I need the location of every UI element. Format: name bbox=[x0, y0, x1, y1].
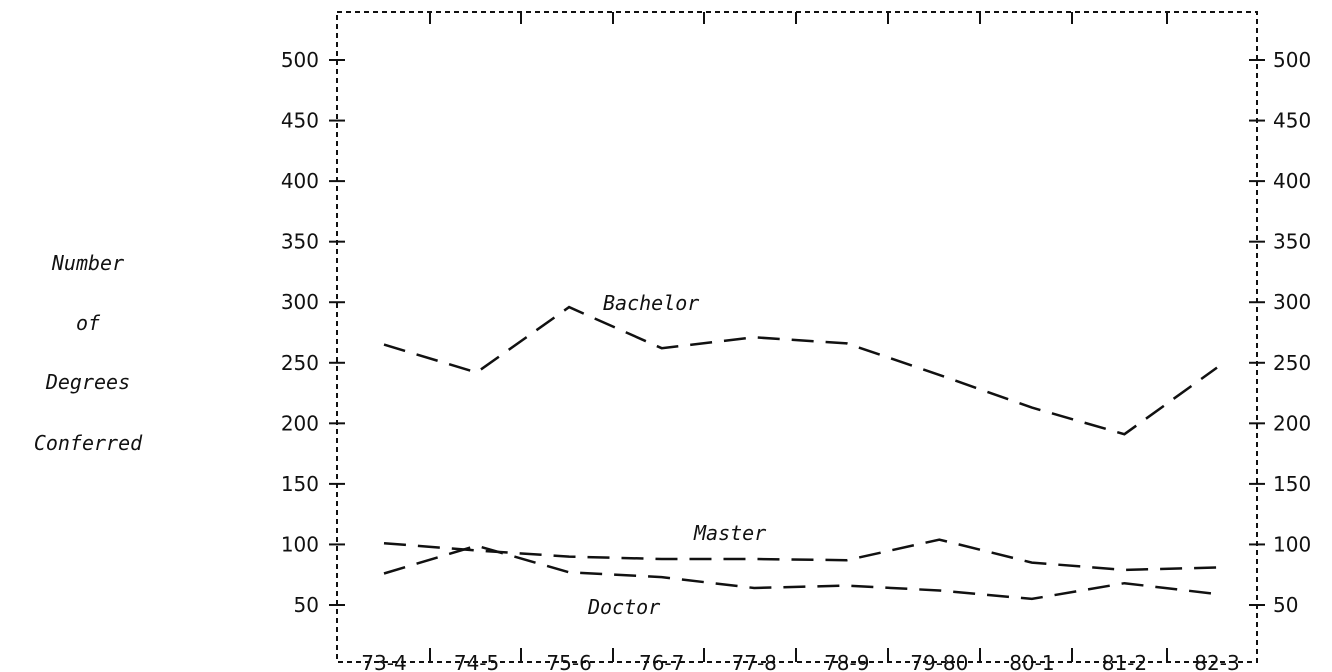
x-tick-label: 73-4 bbox=[361, 651, 406, 672]
right-y-tick-label: 500 bbox=[1273, 48, 1311, 72]
right-y-tick-label: 200 bbox=[1273, 411, 1311, 435]
x-tick-label: 80-1 bbox=[1009, 651, 1054, 672]
series-label-bachelor: Bachelor bbox=[603, 291, 699, 315]
x-tick-label: 82-3 bbox=[1194, 651, 1239, 672]
left-y-tick-label: 50 bbox=[294, 593, 319, 617]
left-y-tick-label: 150 bbox=[281, 472, 319, 496]
plot-frame bbox=[336, 11, 1258, 663]
right-y-tick-label: 400 bbox=[1273, 169, 1311, 193]
left-y-tick-label: 100 bbox=[281, 532, 319, 556]
right-y-tick-label: 350 bbox=[1273, 230, 1311, 254]
x-tick-label: 78-9 bbox=[824, 651, 869, 672]
left-y-tick-label: 300 bbox=[281, 290, 319, 314]
series-labels: Bachelor Master Doctor bbox=[587, 291, 766, 619]
right-y-tick-label: 450 bbox=[1273, 109, 1311, 133]
y-axis-label-line-1: Number bbox=[51, 251, 124, 275]
x-tick-label: 77-8 bbox=[732, 651, 777, 672]
x-tick-label: 79-80 bbox=[910, 651, 968, 672]
y-axis-label: Number of Degrees Conferred bbox=[34, 251, 143, 455]
left-y-axis: 500 450 400 350 300 250 200 150 100 50 bbox=[281, 48, 345, 617]
series-label-doctor: Doctor bbox=[587, 595, 660, 619]
x-axis: 73-4 74-5 75-6 76-7 77-8 78-9 79-80 80-1 81-2 82-… bbox=[361, 12, 1240, 672]
x-tick-label: 74-5 bbox=[454, 651, 499, 672]
y-axis-label-line-4: Conferred bbox=[34, 431, 143, 455]
left-y-tick-label: 500 bbox=[281, 48, 319, 72]
left-y-tick-label: 400 bbox=[281, 169, 319, 193]
series-line-master bbox=[383, 538, 1218, 572]
right-y-tick-label: 150 bbox=[1273, 472, 1311, 496]
series-line-bachelor bbox=[383, 305, 1218, 436]
series-label-master: Master bbox=[693, 521, 766, 545]
series-line-doctor bbox=[383, 544, 1218, 601]
left-y-tick-label: 450 bbox=[281, 109, 319, 133]
x-tick-label: 76-7 bbox=[639, 651, 684, 672]
left-y-tick-label: 250 bbox=[281, 351, 319, 375]
right-y-tick-label: 100 bbox=[1273, 532, 1311, 556]
x-tick-label: 75-6 bbox=[546, 651, 591, 672]
x-tick-label: 81-2 bbox=[1102, 651, 1147, 672]
y-axis-label-line-2: of bbox=[76, 311, 101, 335]
left-y-tick-label: 200 bbox=[281, 411, 319, 435]
left-y-tick-label: 350 bbox=[281, 230, 319, 254]
right-y-axis: 500 450 400 350 300 250 200 150 100 50 bbox=[1249, 48, 1311, 617]
right-y-tick-label: 50 bbox=[1273, 593, 1298, 617]
series-lines bbox=[383, 305, 1218, 601]
right-y-tick-label: 250 bbox=[1273, 351, 1311, 375]
right-y-tick-label: 300 bbox=[1273, 290, 1311, 314]
y-axis-label-line-3: Degrees bbox=[45, 370, 130, 394]
